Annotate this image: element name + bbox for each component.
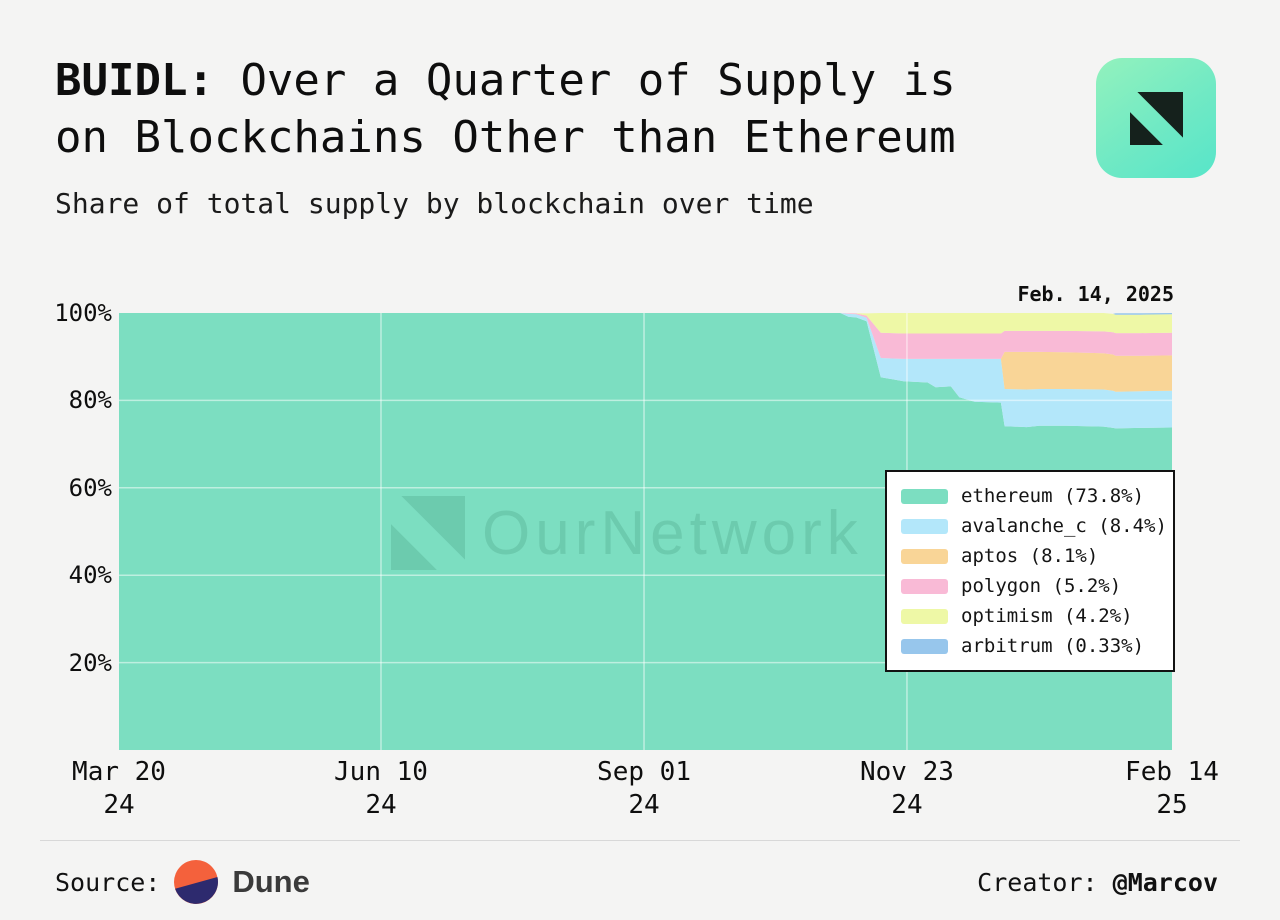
legend-label: polygon (5.2%) bbox=[961, 575, 1122, 597]
source-group: Source: Dune bbox=[55, 860, 310, 904]
ournetwork-logo-icon bbox=[1129, 91, 1183, 145]
y-tick-label: 20% bbox=[68, 648, 112, 677]
legend-row: polygon (5.2%) bbox=[901, 575, 1159, 597]
x-tick-label: Mar 20 24 bbox=[72, 757, 166, 820]
legend-swatch bbox=[901, 518, 948, 534]
source-name: Dune bbox=[232, 864, 310, 899]
legend-row: arbitrum (0.33%) bbox=[901, 635, 1159, 657]
legend-row: optimism (4.2%) bbox=[901, 605, 1159, 627]
title-line2: on Blockchains Other than Ethereum bbox=[55, 112, 956, 163]
x-tick-label: Feb 14 25 bbox=[1125, 757, 1219, 820]
legend-swatch bbox=[901, 578, 948, 594]
chart-legend: ethereum (73.8%) avalanche_c (8.4%) aptos … bbox=[885, 470, 1175, 672]
page-subtitle: Share of total supply by blockchain over… bbox=[55, 187, 814, 220]
y-axis: 100% 80% 60% 40% 20% bbox=[0, 299, 112, 750]
y-tick-label: 100% bbox=[54, 299, 112, 327]
x-tick-label: Nov 23 24 bbox=[859, 757, 954, 820]
area-aptos bbox=[119, 313, 1172, 392]
x-tick-label: Jun 10 24 bbox=[334, 757, 428, 820]
x-axis: Mar 20 24 Jun 10 24 Sep 01 24 Nov 23 24 Feb 14 25 bbox=[72, 756, 1219, 826]
dune-logo-icon bbox=[174, 860, 219, 904]
source-label: Source: bbox=[55, 867, 161, 897]
y-tick-label: 40% bbox=[68, 561, 112, 590]
chart-date-label: Feb. 14, 2025 bbox=[1017, 282, 1174, 306]
legend-row: ethereum (73.8%) bbox=[901, 485, 1159, 507]
ournetwork-logo bbox=[1096, 58, 1216, 178]
legend-swatch bbox=[901, 488, 948, 504]
title-prefix: BUIDL: bbox=[55, 55, 214, 106]
legend-swatch bbox=[901, 548, 948, 564]
creator-label: Creator: bbox=[977, 867, 1113, 897]
area-optimism bbox=[119, 313, 1172, 334]
y-tick-label: 60% bbox=[68, 473, 112, 502]
footer: Source: Dune Creator: @Marcov bbox=[55, 856, 1218, 908]
creator-credit: Creator: @Marcov bbox=[977, 868, 1218, 897]
legend-label: avalanche_c (8.4%) bbox=[961, 515, 1167, 537]
y-tick-label: 80% bbox=[68, 386, 112, 415]
legend-label: ethereum (73.8%) bbox=[961, 485, 1145, 507]
creator-handle: @Marcov bbox=[1112, 867, 1218, 897]
header: BUIDL: Over a Quarter of Supply is on Blo… bbox=[55, 52, 956, 220]
legend-label: arbitrum (0.33%) bbox=[961, 635, 1145, 657]
legend-swatch bbox=[901, 638, 948, 654]
legend-swatch bbox=[901, 608, 948, 624]
title-line1: Over a Quarter of Supply is bbox=[213, 55, 956, 106]
legend-label: aptos (8.1%) bbox=[961, 545, 1099, 567]
legend-row: avalanche_c (8.4%) bbox=[901, 515, 1167, 537]
footer-divider bbox=[40, 840, 1240, 841]
legend-label: optimism (4.2%) bbox=[961, 605, 1133, 627]
area-polygon bbox=[119, 313, 1172, 359]
page-title: BUIDL: Over a Quarter of Supply is on Blo… bbox=[55, 52, 956, 166]
chart-plot-area: OurNetwork ethereum (73.8%)avalanche_c (… bbox=[119, 313, 1175, 750]
legend-row: aptos (8.1%) bbox=[901, 545, 1159, 567]
x-tick-label: Sep 01 24 bbox=[597, 757, 691, 820]
area-avalanche_c bbox=[119, 313, 1172, 429]
